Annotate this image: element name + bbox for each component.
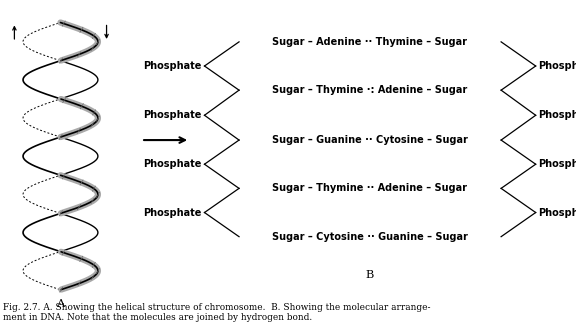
Text: B: B (366, 270, 374, 280)
Text: Sugar – Adenine ·· Thymine – Sugar: Sugar – Adenine ·· Thymine – Sugar (272, 37, 467, 47)
Text: Phosphate: Phosphate (539, 61, 576, 71)
Text: Phosphate: Phosphate (539, 110, 576, 120)
Text: Sugar – Thymine ·: Adenine – Sugar: Sugar – Thymine ·: Adenine – Sugar (272, 85, 467, 95)
Text: Fig. 2.7. A. Showing the helical structure of chromosome.  B. Showing the molecu: Fig. 2.7. A. Showing the helical structu… (3, 303, 430, 322)
Text: Phosphate: Phosphate (143, 110, 202, 120)
Text: Sugar – Guanine ·· Cytosine – Sugar: Sugar – Guanine ·· Cytosine – Sugar (272, 135, 468, 145)
Text: A: A (56, 299, 65, 309)
Text: Phosphate: Phosphate (539, 159, 576, 169)
Text: Phosphate: Phosphate (539, 207, 576, 218)
Text: Phosphate: Phosphate (143, 207, 202, 218)
Text: Phosphate: Phosphate (143, 61, 202, 71)
Text: Sugar – Cytosine ·· Guanine – Sugar: Sugar – Cytosine ·· Guanine – Sugar (272, 232, 468, 242)
Text: Sugar – Thymine ·· Adenine – Sugar: Sugar – Thymine ·· Adenine – Sugar (272, 183, 467, 194)
Text: Phosphate: Phosphate (143, 159, 202, 169)
